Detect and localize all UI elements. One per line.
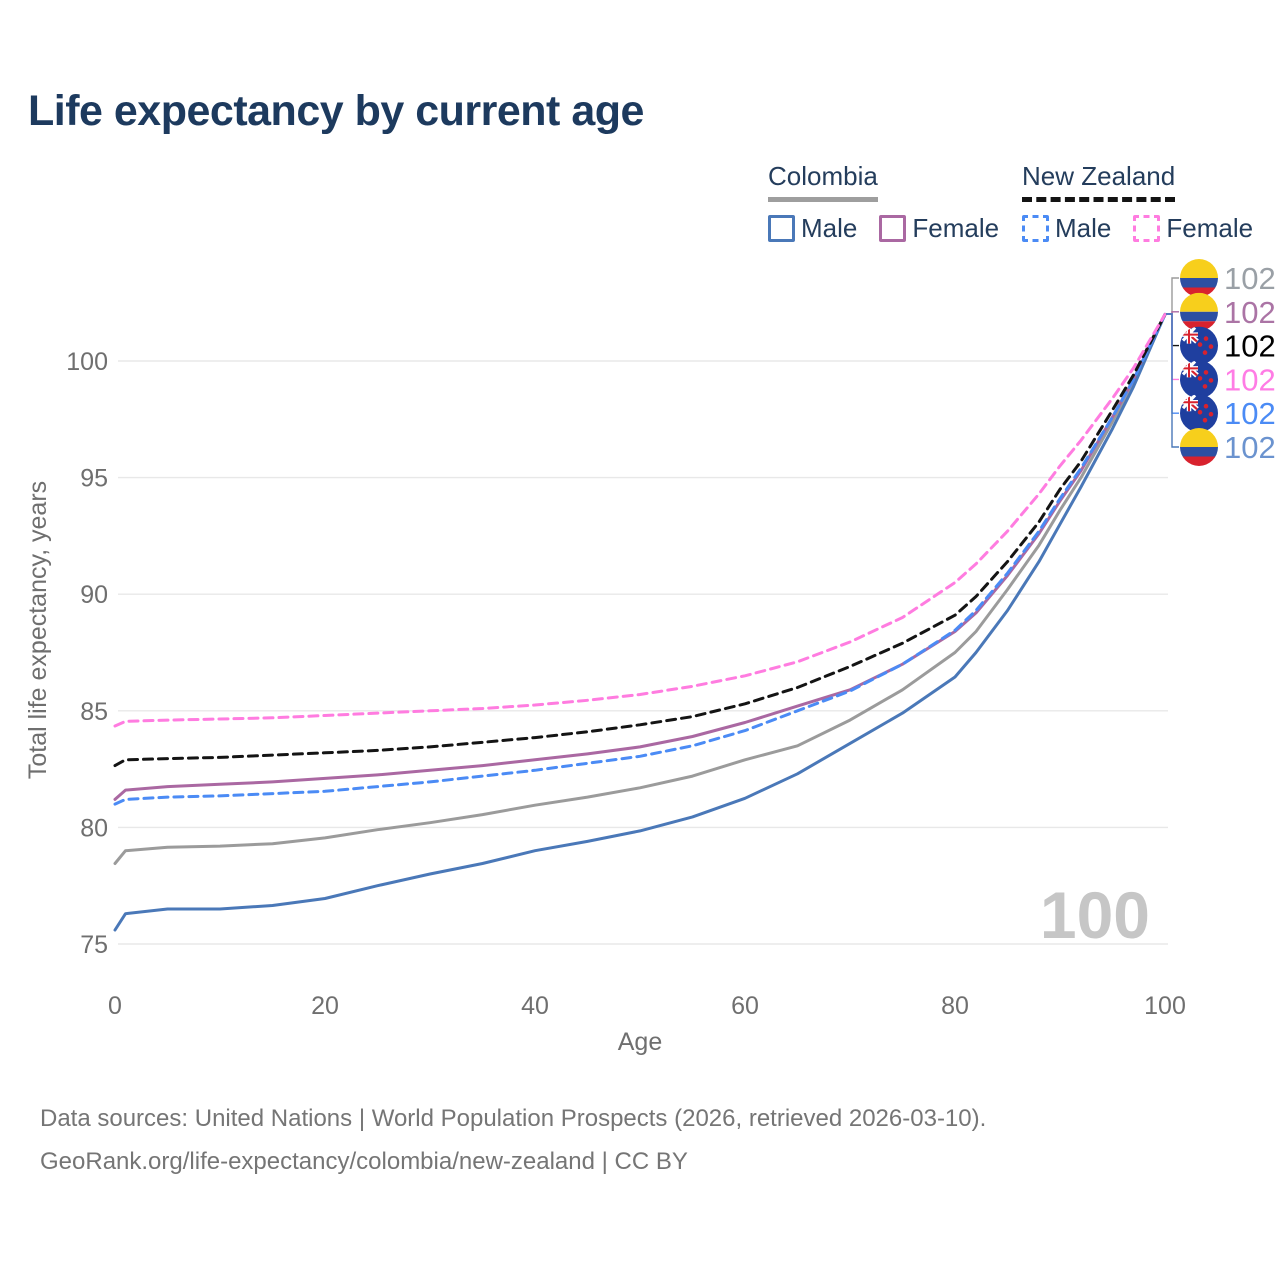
colombia-female-swatch-icon [879,214,907,242]
legend-label-colombia-male: Male [801,212,858,243]
series-line-new-zealand-male [113,312,1167,806]
new-zealand-male-swatch-icon [1022,214,1049,242]
end-label-new-zealand-female: 102 [1180,360,1276,399]
y-tick-75: 75 [80,931,108,959]
new-zealand-flag-icon [1180,360,1218,399]
new-zealand-line-style-icon [1022,196,1175,202]
end-label-value-colombia-male: 102 [1224,430,1276,465]
end-label-new-zealand-male: 102 [1180,394,1276,433]
leader-line-colombia-male [1166,313,1179,448]
end-label-value-new-zealand-male: 102 [1224,396,1276,431]
footer-link: GeoRank.org/life-expectancy/colombia/new… [40,1148,688,1176]
series-line-new-zealand-female [113,312,1167,728]
series-line-new-zealand-both [113,312,1167,768]
x-axis-title: Age [618,1028,662,1056]
y-tick-80: 80 [80,814,108,842]
end-label-colombia-male: 102 [1180,428,1276,466]
leader-line-colombia-both [1166,277,1179,315]
end-label-colombia-female: 102 [1180,292,1276,331]
colombia-male-swatch-icon [768,214,795,242]
legend-group-colombia: Colombia Male Female [768,162,1021,244]
legend-item-new-zealand-female[interactable]: Female [1133,213,1253,244]
legend-item-colombia-male[interactable]: Male [768,213,857,244]
legend-country-colombia: Colombia [768,161,878,191]
legend-label-new-zealand-female: Female [1166,212,1254,243]
y-axis-title: Total life expectancy, years [24,481,52,779]
colombia-flag-icon [1180,292,1218,331]
y-tick-85: 85 [80,698,108,726]
legend-label-new-zealand-male: Male [1055,212,1112,243]
legend-item-new-zealand-male[interactable]: Male [1022,213,1111,244]
end-label-colombia-both: 102 [1180,259,1276,297]
colombia-flag-icon [1180,259,1218,297]
end-label-value-new-zealand-female: 102 [1224,362,1276,397]
y-tick-100: 100 [66,348,108,376]
x-tick-100: 100 [1144,992,1186,1020]
legend-group-new-zealand: New Zealand Male Female [1022,162,1275,244]
x-tick-80: 80 [941,992,969,1020]
new-zealand-flag-icon [1180,394,1218,433]
x-tick-20: 20 [311,992,339,1020]
end-label-value-colombia-both: 102 [1224,261,1276,296]
legend-country-new-zealand: New Zealand [1022,161,1176,191]
x-tick-0: 0 [108,992,122,1020]
new-zealand-flag-icon [1180,326,1218,365]
end-label-new-zealand-both: 102 [1180,326,1276,365]
x-tick-40: 40 [521,992,549,1020]
age-ticker-watermark: 100 [1040,878,1150,952]
series-line-colombia-female [113,312,1167,801]
end-label-value-new-zealand-both: 102 [1224,329,1276,364]
legend-item-colombia-female[interactable]: Female [879,213,999,244]
series-line-colombia-both [113,312,1167,865]
y-tick-90: 90 [80,581,108,609]
colombia-flag-icon [1180,428,1218,466]
footer-data-sources: Data sources: United Nations | World Pop… [40,1105,987,1132]
series-line-colombia-male [113,312,1167,932]
x-tick-60: 60 [731,992,759,1020]
end-label-value-colombia-female: 102 [1224,295,1276,330]
page-title: Life expectancy by current age [28,87,644,135]
new-zealand-female-swatch-icon [1133,214,1161,242]
legend-label-colombia-female: Female [912,212,1000,243]
colombia-line-style-icon [768,196,878,202]
y-tick-95: 95 [80,465,108,493]
footer: Data sources: United Nations | World Pop… [40,1105,987,1176]
